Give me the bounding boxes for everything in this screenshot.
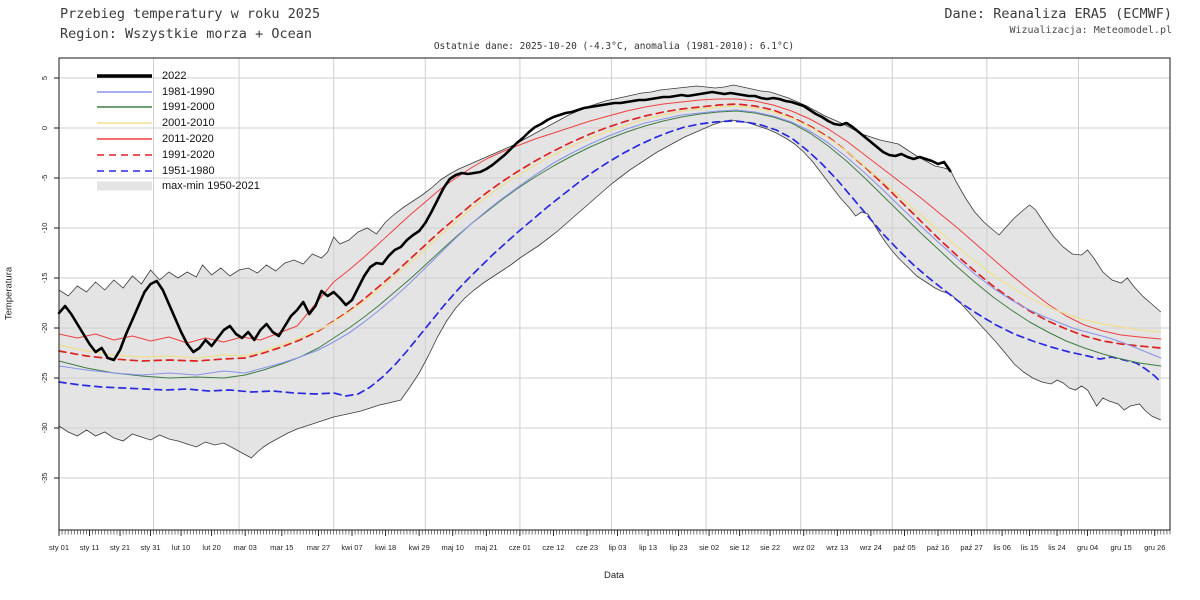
y-tick-label: 5 [40, 76, 49, 80]
legend-line-swatch [97, 102, 152, 112]
legend-line-swatch [97, 71, 152, 81]
legend-label: 1991-2000 [162, 101, 215, 114]
x-tick-label: kwi 29 [409, 543, 430, 552]
legend-label: 2001-2010 [162, 117, 215, 130]
visualization-credit: Wizualizacja: Meteomodel.pl [1009, 25, 1172, 36]
band-min-edge [58, 119, 1161, 459]
x-tick-label: lip 13 [639, 543, 657, 552]
legend-item-1981-1990: 1981-1990 [97, 84, 260, 100]
legend-label: 2011-2020 [162, 133, 214, 146]
series-line-1981-1990 [58, 109, 1162, 376]
legend-item-2022: 2022 [97, 68, 260, 84]
y-tick-label: -10 [40, 223, 49, 234]
x-tick-label: sie 22 [760, 543, 780, 552]
legend-band-swatch [97, 181, 152, 191]
data-source-label: Dane: Reanaliza ERA5 (ECMWF) [944, 6, 1172, 22]
series-line-1951-1980 [58, 120, 1162, 397]
legend-item-1991-2000: 1991-2000 [97, 100, 260, 116]
x-tick-label: lip 23 [670, 543, 688, 552]
x-tick-label: lis 15 [1021, 543, 1039, 552]
legend-label: max-min 1950-2021 [162, 180, 260, 193]
legend-line-swatch [97, 134, 152, 144]
legend-label: 1951-1980 [162, 164, 215, 177]
last-data-subtitle: Ostatnie dane: 2025-10-20 (-4.3°C, anoma… [433, 41, 795, 52]
y-tick-label: -5 [40, 175, 49, 182]
title-line1: Przebieg temperatury w roku 2025 [60, 6, 321, 22]
legend-item-1951-1980: 1951-1980 [97, 163, 260, 179]
x-tick-label: lut 20 [202, 543, 220, 552]
y-tick-label: -25 [40, 373, 49, 384]
y-tick-label: 0 [40, 126, 49, 130]
series-line-2001-2010 [58, 105, 1162, 359]
band-max-edge [58, 84, 1162, 313]
legend: 2022 1981-1990 1991-2000 2001-2010 2011-2020… [97, 68, 260, 194]
x-tick-label: maj 10 [441, 543, 464, 552]
x-tick-label: sie 12 [730, 543, 750, 552]
legend-line-swatch [97, 118, 152, 128]
x-tick-label: wrz 24 [859, 543, 882, 552]
legend-line-swatch [97, 87, 152, 97]
legend-label: 2022 [162, 69, 187, 82]
x-tick-label: cze 23 [576, 543, 598, 552]
x-tick-label: wrz 02 [792, 543, 815, 552]
legend-line-swatch [97, 150, 152, 160]
legend-item-2011-2020: 2011-2020 [97, 131, 260, 147]
series-line-2011-2020 [58, 98, 1162, 344]
x-tick-label: sty 01 [49, 543, 69, 552]
x-tick-label: sty 31 [141, 543, 161, 552]
legend-item-max-min-1950-2021: max-min 1950-2021 [97, 179, 260, 195]
x-tick-label: paź 27 [960, 543, 983, 552]
legend-item-1991-2020: 1991-2020 [97, 147, 260, 163]
y-tick-label: -20 [40, 323, 49, 334]
series-line-1991-2020 [58, 103, 1162, 362]
y-tick-label: -35 [40, 473, 49, 484]
series-line-2022 [57, 90, 952, 362]
x-tick-label: kwi 07 [341, 543, 362, 552]
x-tick-label: sty 11 [80, 543, 99, 552]
x-tick-label: kwi 18 [375, 543, 396, 552]
x-tick-label: paź 16 [927, 543, 950, 552]
x-tick-label: mar 15 [270, 543, 293, 552]
x-tick-label: lut 10 [172, 543, 190, 552]
x-tick-label: cze 01 [509, 543, 531, 552]
x-tick-label: wrz 13 [825, 543, 848, 552]
x-tick-label: lis 06 [993, 543, 1011, 552]
x-tick-label: gru 26 [1144, 543, 1165, 552]
y-tick-label: -30 [40, 423, 49, 434]
page-title: Przebieg temperatury w roku 2025 Region: … [60, 4, 320, 44]
x-tick-label: paź 05 [893, 543, 916, 552]
y-tick-label: -15 [40, 273, 49, 284]
x-tick-label: cze 12 [542, 543, 564, 552]
data-source-block: Dane: Reanaliza ERA5 (ECMWF) Wizualizacj… [944, 4, 1172, 38]
legend-line-swatch [97, 166, 152, 176]
legend-label: 1991-2020 [162, 148, 215, 161]
x-tick-label: mar 27 [307, 543, 330, 552]
x-tick-label: sty 21 [110, 543, 130, 552]
x-tick-label: lip 03 [609, 543, 627, 552]
x-tick-label: gru 15 [1111, 543, 1132, 552]
x-tick-label: sie 02 [699, 543, 719, 552]
x-tick-label: maj 21 [475, 543, 498, 552]
legend-item-2001-2010: 2001-2010 [97, 115, 260, 131]
x-tick-label: lis 24 [1048, 543, 1066, 552]
x-tick-label: mar 03 [234, 543, 257, 552]
title-line2: Region: Wszystkie morza + Ocean [60, 26, 312, 42]
x-tick-label: gru 04 [1077, 543, 1098, 552]
x-axis-title: Data [603, 570, 625, 581]
y-axis-title: Temperatura [3, 266, 15, 321]
legend-label: 1981-1990 [162, 85, 215, 98]
